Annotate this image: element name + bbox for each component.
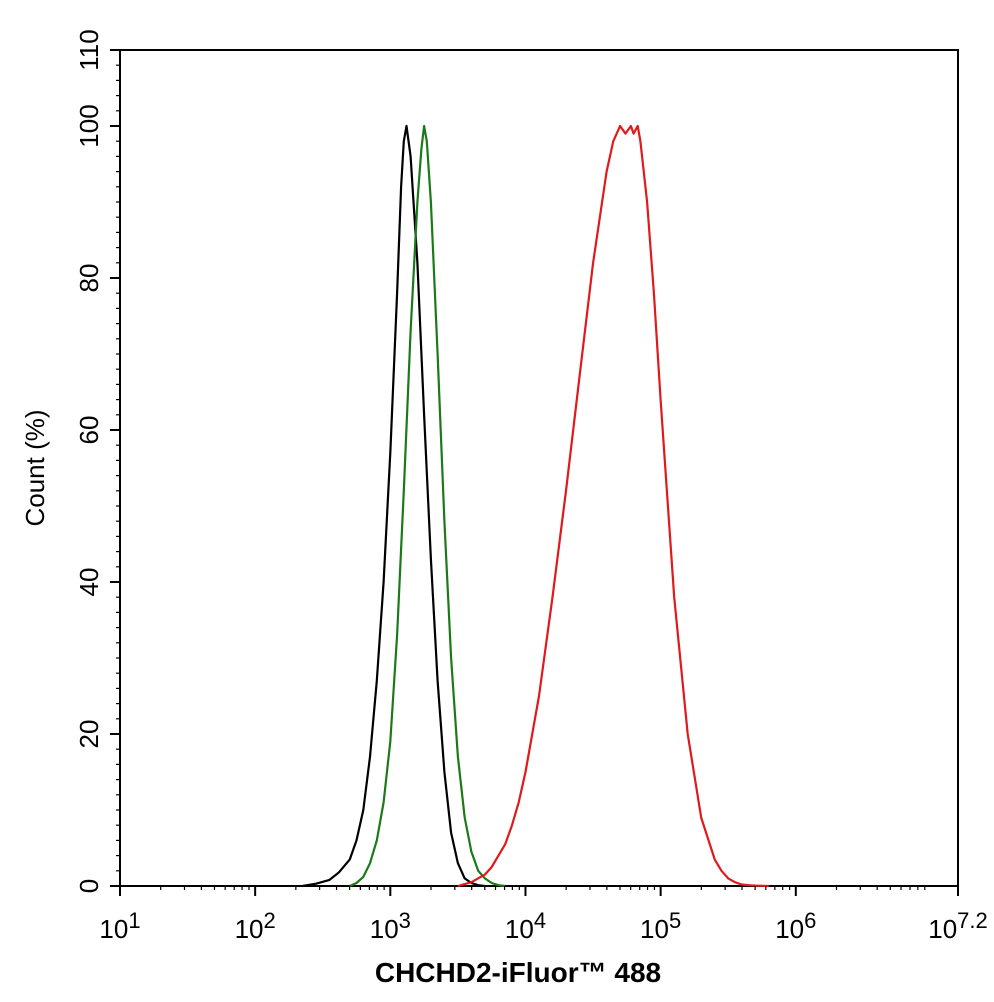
x-tick-label: 104 — [505, 908, 546, 944]
x-tick-label: 107.2 — [928, 908, 988, 944]
series-line-1 — [302, 124, 486, 888]
x-tick-label: 101 — [99, 908, 140, 944]
y-axis: 0 20 40 60 80 100 110 — [74, 29, 120, 893]
x-tick-label: 103 — [370, 908, 411, 944]
series-line-3 — [457, 124, 769, 888]
y-tick-label: 20 — [74, 720, 104, 749]
y-axis-title: Count (%) — [20, 409, 50, 526]
y-tick-label: 40 — [74, 568, 104, 597]
y-tick-label: 110 — [74, 29, 104, 70]
y-tick-label: 0 — [74, 879, 104, 893]
y-tick-label: 100 — [74, 104, 104, 147]
series-layer — [302, 124, 769, 888]
series-line-2 — [349, 124, 506, 888]
x-tick-label: 105 — [640, 908, 681, 944]
plot-area — [119, 49, 959, 887]
y-tick-label: 80 — [74, 264, 104, 293]
x-tick-label: 106 — [775, 908, 816, 944]
plot-frame — [119, 49, 959, 887]
x-tick-label: 102 — [235, 908, 276, 944]
x-axis: 101 102 103 104 105 106 107.2 — [99, 886, 988, 944]
x-axis-title: CHCHD2-iFluor™ 488 — [375, 957, 661, 988]
y-tick-label: 60 — [74, 416, 104, 445]
